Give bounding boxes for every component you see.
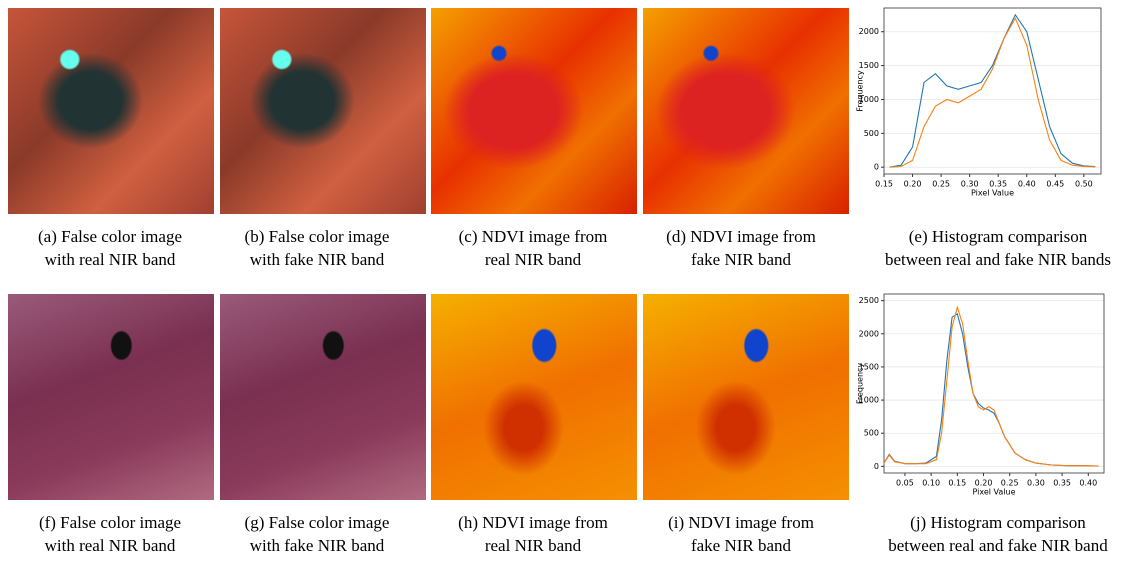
x-tick-label: 0.05 (896, 479, 914, 488)
histogram-line (884, 314, 1099, 466)
x-tick-label: 0.20 (904, 180, 922, 189)
histogram-line (890, 18, 1096, 167)
x-tick-label: 0.25 (1001, 479, 1019, 488)
x-tick-label: 0.35 (989, 180, 1007, 189)
x-tick-label: 0.35 (1053, 479, 1071, 488)
y-tick-label: 2500 (859, 296, 879, 305)
y-tick-label: 500 (864, 429, 879, 438)
x-axis-label: Pixel Value (971, 189, 1014, 198)
y-tick-label: 0 (874, 163, 879, 172)
x-tick-label: 0.30 (1027, 479, 1045, 488)
x-tick-label: 0.50 (1075, 180, 1093, 189)
x-tick-label: 0.20 (975, 479, 993, 488)
histogram-line (884, 307, 1099, 466)
histograms: 05001000150020000.150.200.250.300.350.40… (0, 0, 1145, 561)
x-tick-label: 0.45 (1046, 180, 1064, 189)
x-tick-label: 0.25 (932, 180, 950, 189)
figure: (a) False color imagewith real NIR band(… (0, 0, 1145, 561)
y-tick-label: 1500 (859, 61, 879, 70)
x-tick-label: 0.10 (922, 479, 940, 488)
y-tick-label: 0 (874, 462, 879, 471)
x-tick-label: 0.15 (948, 479, 966, 488)
plot-frame (884, 294, 1104, 473)
y-axis-label: Frequency (856, 363, 865, 405)
y-tick-label: 500 (864, 129, 879, 138)
x-tick-label: 0.40 (1079, 479, 1097, 488)
y-tick-label: 2000 (859, 27, 879, 36)
histogram-line (890, 15, 1096, 167)
x-tick-label: 0.30 (961, 180, 979, 189)
x-tick-label: 0.40 (1018, 180, 1036, 189)
y-axis-label: Frequency (856, 70, 865, 112)
x-tick-label: 0.15 (875, 180, 893, 189)
x-axis-label: Pixel Value (972, 488, 1015, 497)
y-tick-label: 2000 (859, 329, 879, 338)
